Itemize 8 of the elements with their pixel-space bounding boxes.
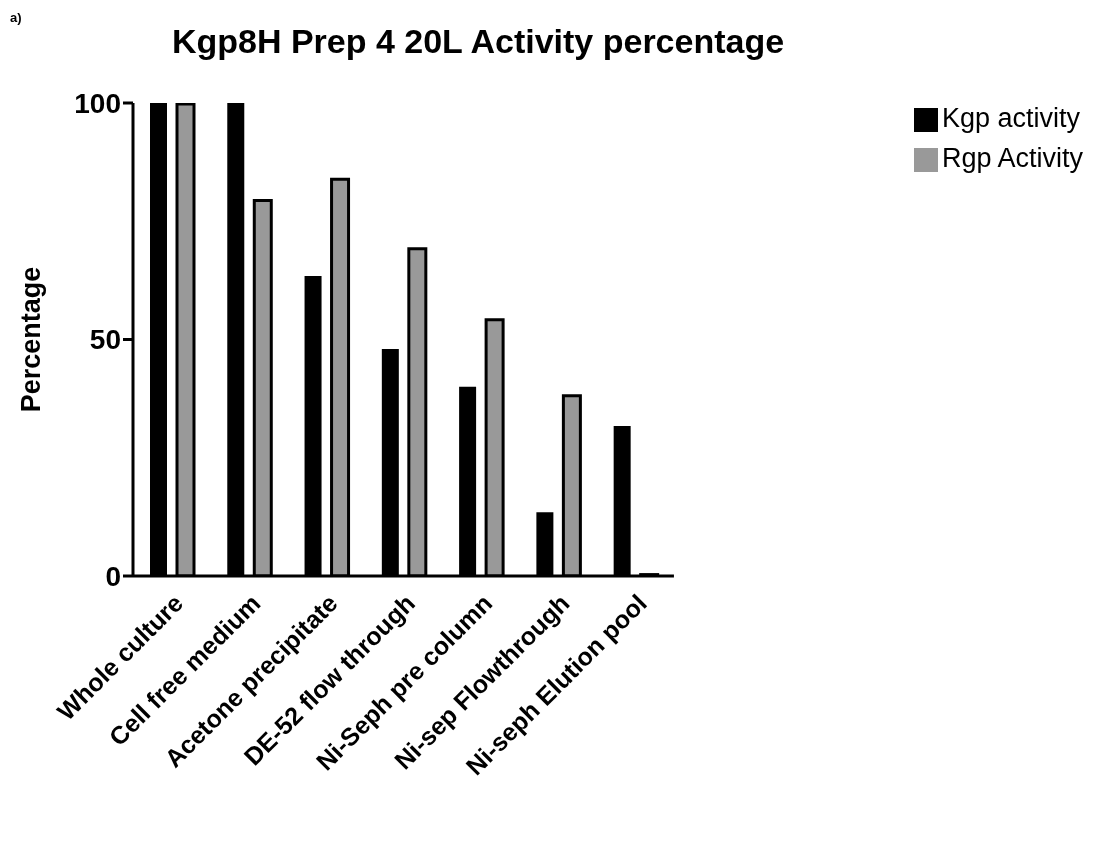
y-axis-title: Percentage	[15, 266, 46, 413]
y-tick-label: 50	[89, 324, 121, 356]
y-tick-label: 0	[105, 560, 121, 592]
chart-title: Kgp8H Prep 4 20L Activity percentage	[170, 22, 786, 61]
legend-label: Kgp activity	[941, 103, 1080, 133]
text: a)	[10, 10, 22, 25]
legend-label: Rgp Activity	[941, 143, 1083, 173]
y-tick-label: 100	[74, 87, 121, 119]
